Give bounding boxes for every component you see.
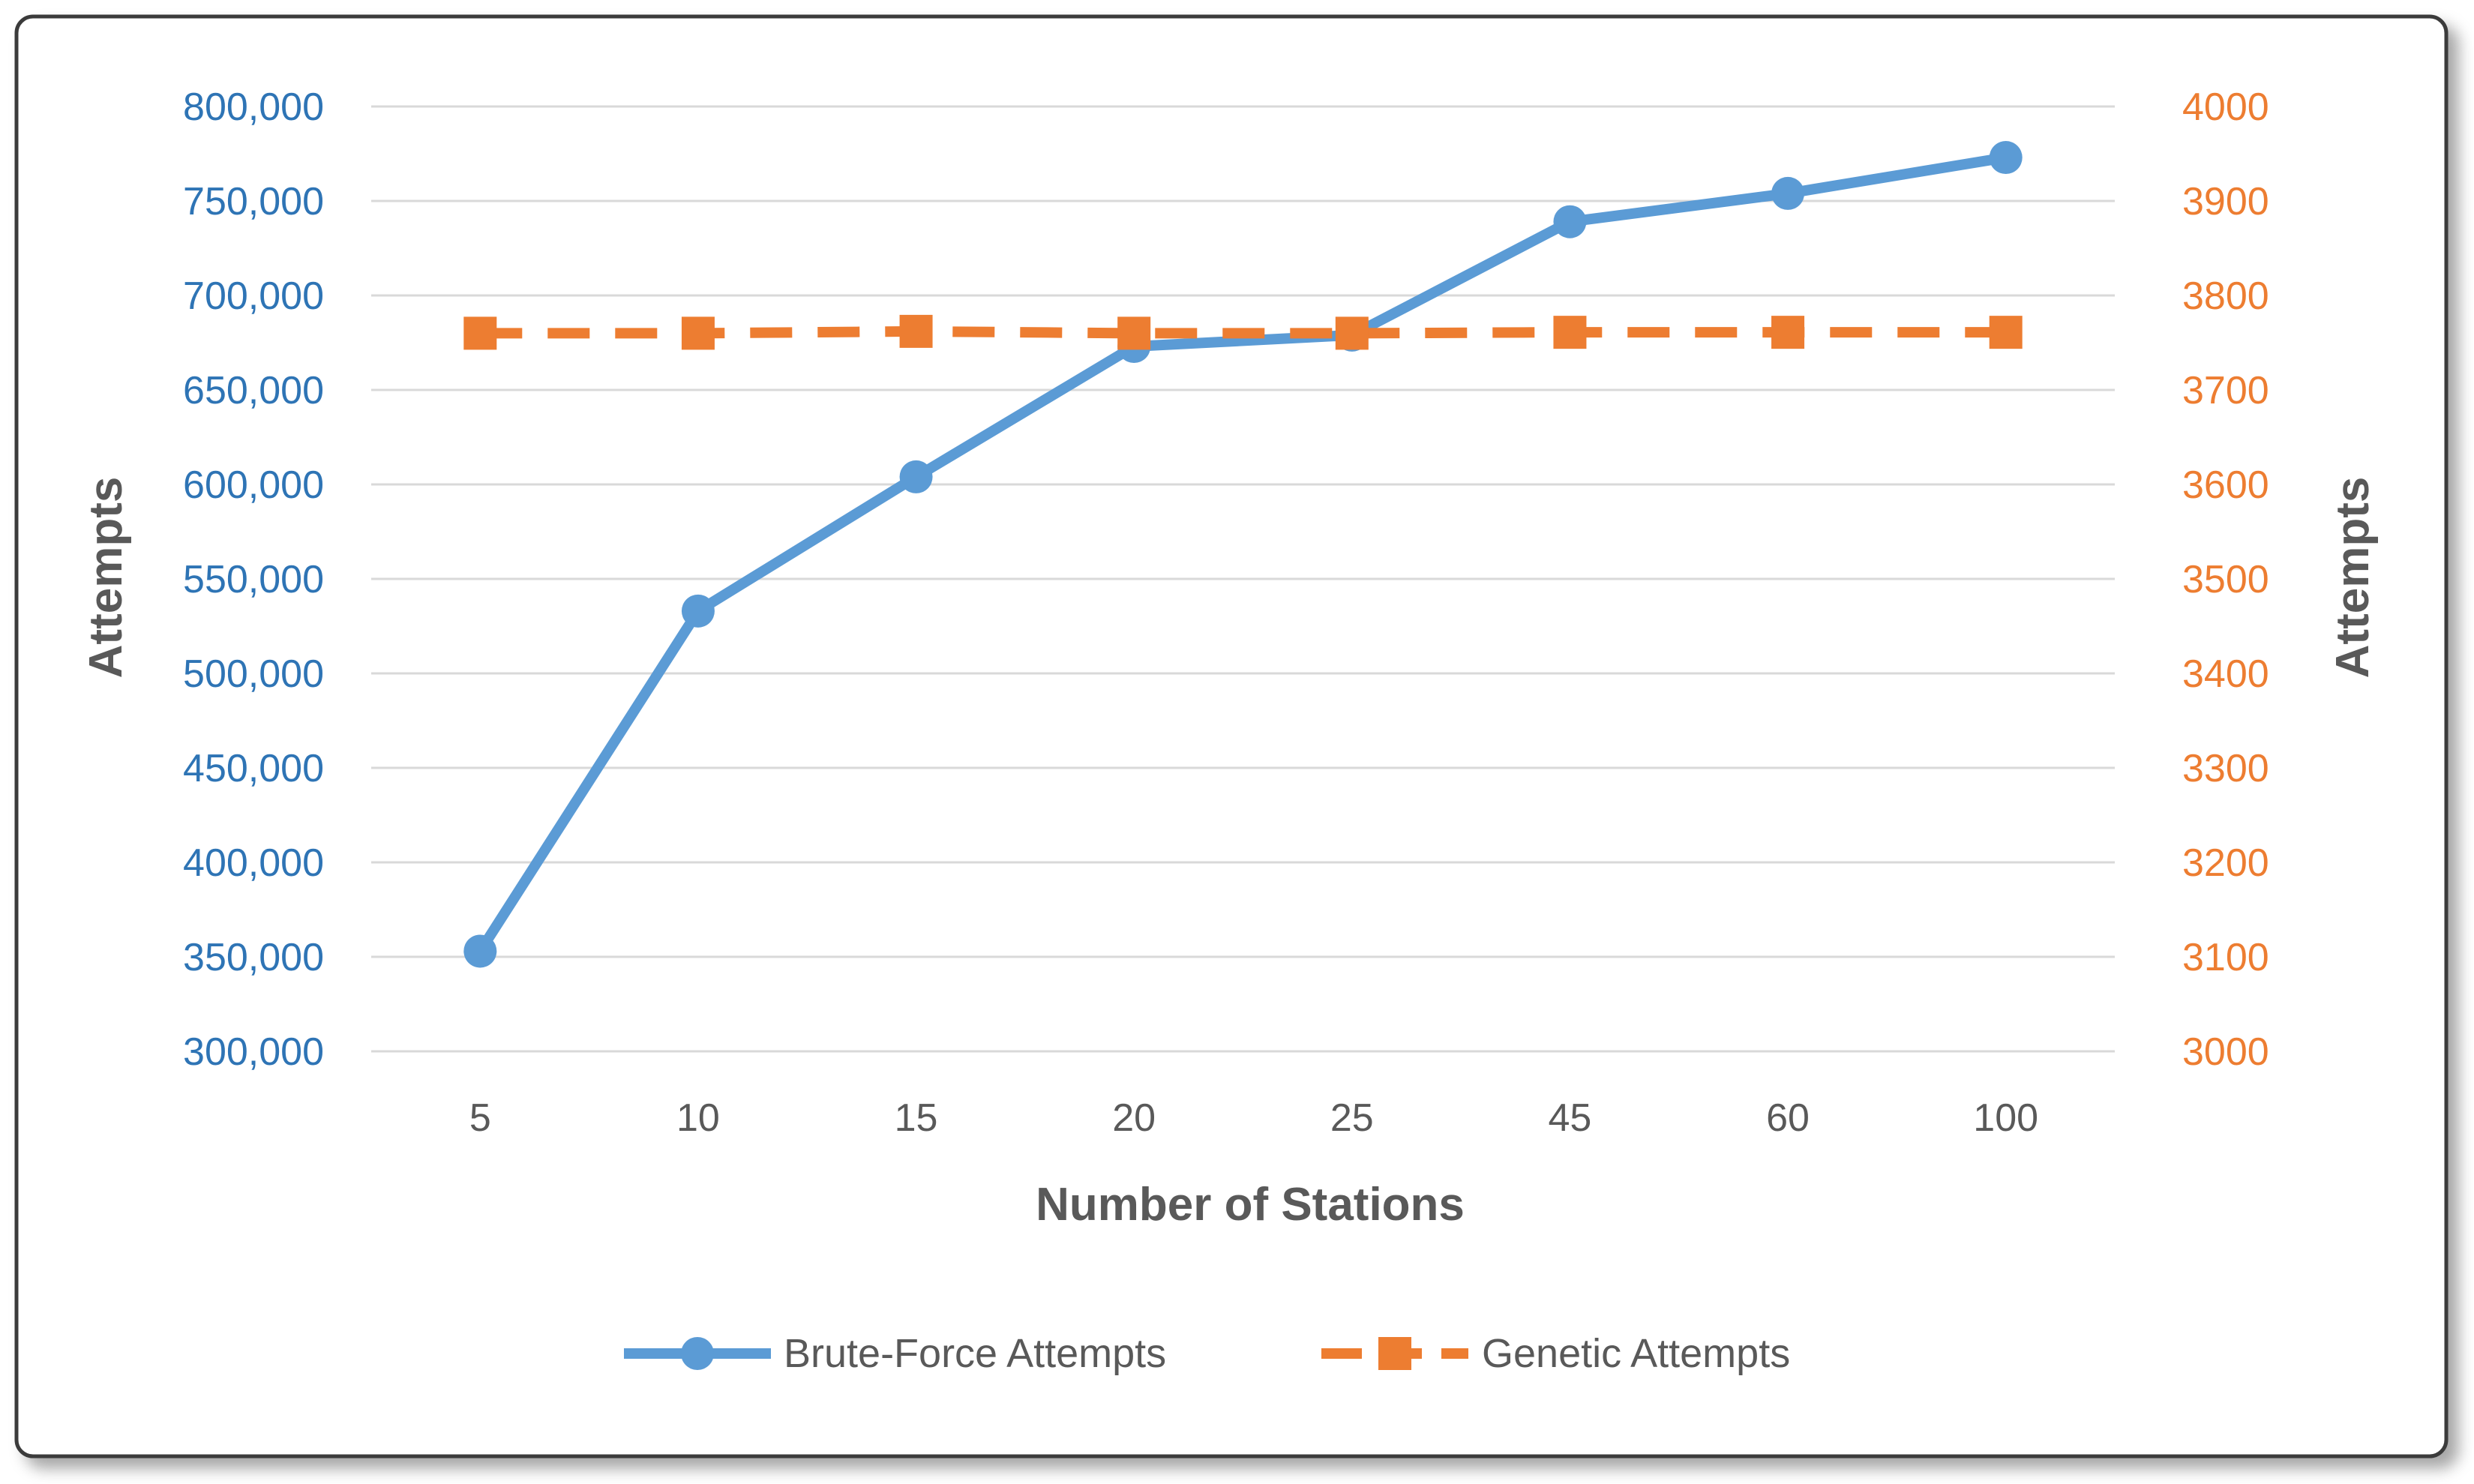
legend: Brute-Force Attempts Genetic Attempts	[624, 1331, 1790, 1376]
y-axis-title-right: Attempts	[2327, 477, 2379, 679]
data-point-genetic	[1553, 316, 1587, 349]
x-tick-label: 100	[1973, 1096, 2038, 1140]
legend-marker-circle	[681, 1337, 714, 1370]
right-tick-label: 4000	[2182, 85, 2269, 129]
x-tick-label: 15	[895, 1096, 938, 1140]
right-tick-label: 3800	[2182, 274, 2269, 318]
data-point-genetic	[681, 316, 715, 350]
data-point-brute-force	[899, 460, 933, 493]
left-tick-label: 650,000	[183, 369, 324, 412]
right-tick-label: 3500	[2182, 558, 2269, 601]
right-tick-label: 3200	[2182, 841, 2269, 885]
right-axis-ticks: 3000 3100 3200 3300 3400 3500 3600 3700 3800 3900…	[2182, 85, 2269, 1074]
data-point-genetic	[1771, 316, 1805, 349]
right-tick-label: 3700	[2182, 369, 2269, 412]
legend-marker-square	[1378, 1337, 1411, 1370]
left-tick-label: 550,000	[183, 558, 324, 601]
x-axis-ticks: 5 10 15 20 25 45 60 100	[469, 1096, 2038, 1140]
chart-frame	[14, 14, 2449, 1459]
legend-label-brute-force: Brute-Force Attempts	[784, 1331, 1166, 1376]
x-tick-label: 60	[1766, 1096, 1810, 1140]
right-tick-label: 3000	[2182, 1030, 2269, 1074]
right-tick-label: 3400	[2182, 652, 2269, 696]
right-tick-label: 3900	[2182, 180, 2269, 223]
x-axis-title: Number of Stations	[1036, 1179, 1465, 1231]
right-tick-label: 3600	[2182, 463, 2269, 507]
series-layer	[463, 141, 2023, 968]
right-tick-label: 3100	[2182, 936, 2269, 979]
y-axis-title-left: Attempts	[80, 477, 132, 679]
x-tick-label: 25	[1330, 1096, 1374, 1140]
series-line-brute-force	[475, 152, 2011, 957]
data-point-brute-force	[463, 934, 497, 968]
data-point-brute-force	[1989, 141, 2023, 175]
data-point-genetic	[1989, 316, 2023, 349]
left-tick-label: 400,000	[183, 841, 324, 885]
x-tick-label: 10	[676, 1096, 720, 1140]
x-tick-label: 5	[469, 1096, 491, 1140]
series-line-genetic	[480, 325, 2006, 339]
data-point-genetic	[463, 316, 497, 350]
left-tick-label: 750,000	[183, 180, 324, 223]
data-point-genetic	[1117, 316, 1151, 350]
left-tick-label: 600,000	[183, 463, 324, 507]
left-tick-label: 450,000	[183, 747, 324, 790]
left-tick-label: 350,000	[183, 936, 324, 979]
data-point-genetic	[899, 314, 933, 348]
legend-label-genetic: Genetic Attempts	[1482, 1331, 1790, 1376]
x-tick-label: 45	[1549, 1096, 1592, 1140]
data-point-brute-force	[1553, 205, 1587, 238]
legend-item-brute-force: Brute-Force Attempts	[624, 1331, 1166, 1376]
left-axis-ticks: 300,000 350,000 400,000 450,000 500,000 550,0…	[183, 85, 324, 1074]
left-tick-label: 800,000	[183, 85, 324, 129]
data-point-brute-force	[1771, 176, 1805, 210]
right-tick-label: 3300	[2182, 747, 2269, 790]
legend-item-genetic: Genetic Attempts	[1321, 1331, 1790, 1376]
left-tick-label: 700,000	[183, 274, 324, 318]
gridlines	[371, 105, 2115, 1053]
left-tick-label: 500,000	[183, 652, 324, 696]
data-point-brute-force	[681, 594, 715, 628]
x-tick-label: 20	[1112, 1096, 1156, 1140]
data-point-genetic	[1335, 316, 1369, 350]
left-tick-label: 300,000	[183, 1030, 324, 1074]
